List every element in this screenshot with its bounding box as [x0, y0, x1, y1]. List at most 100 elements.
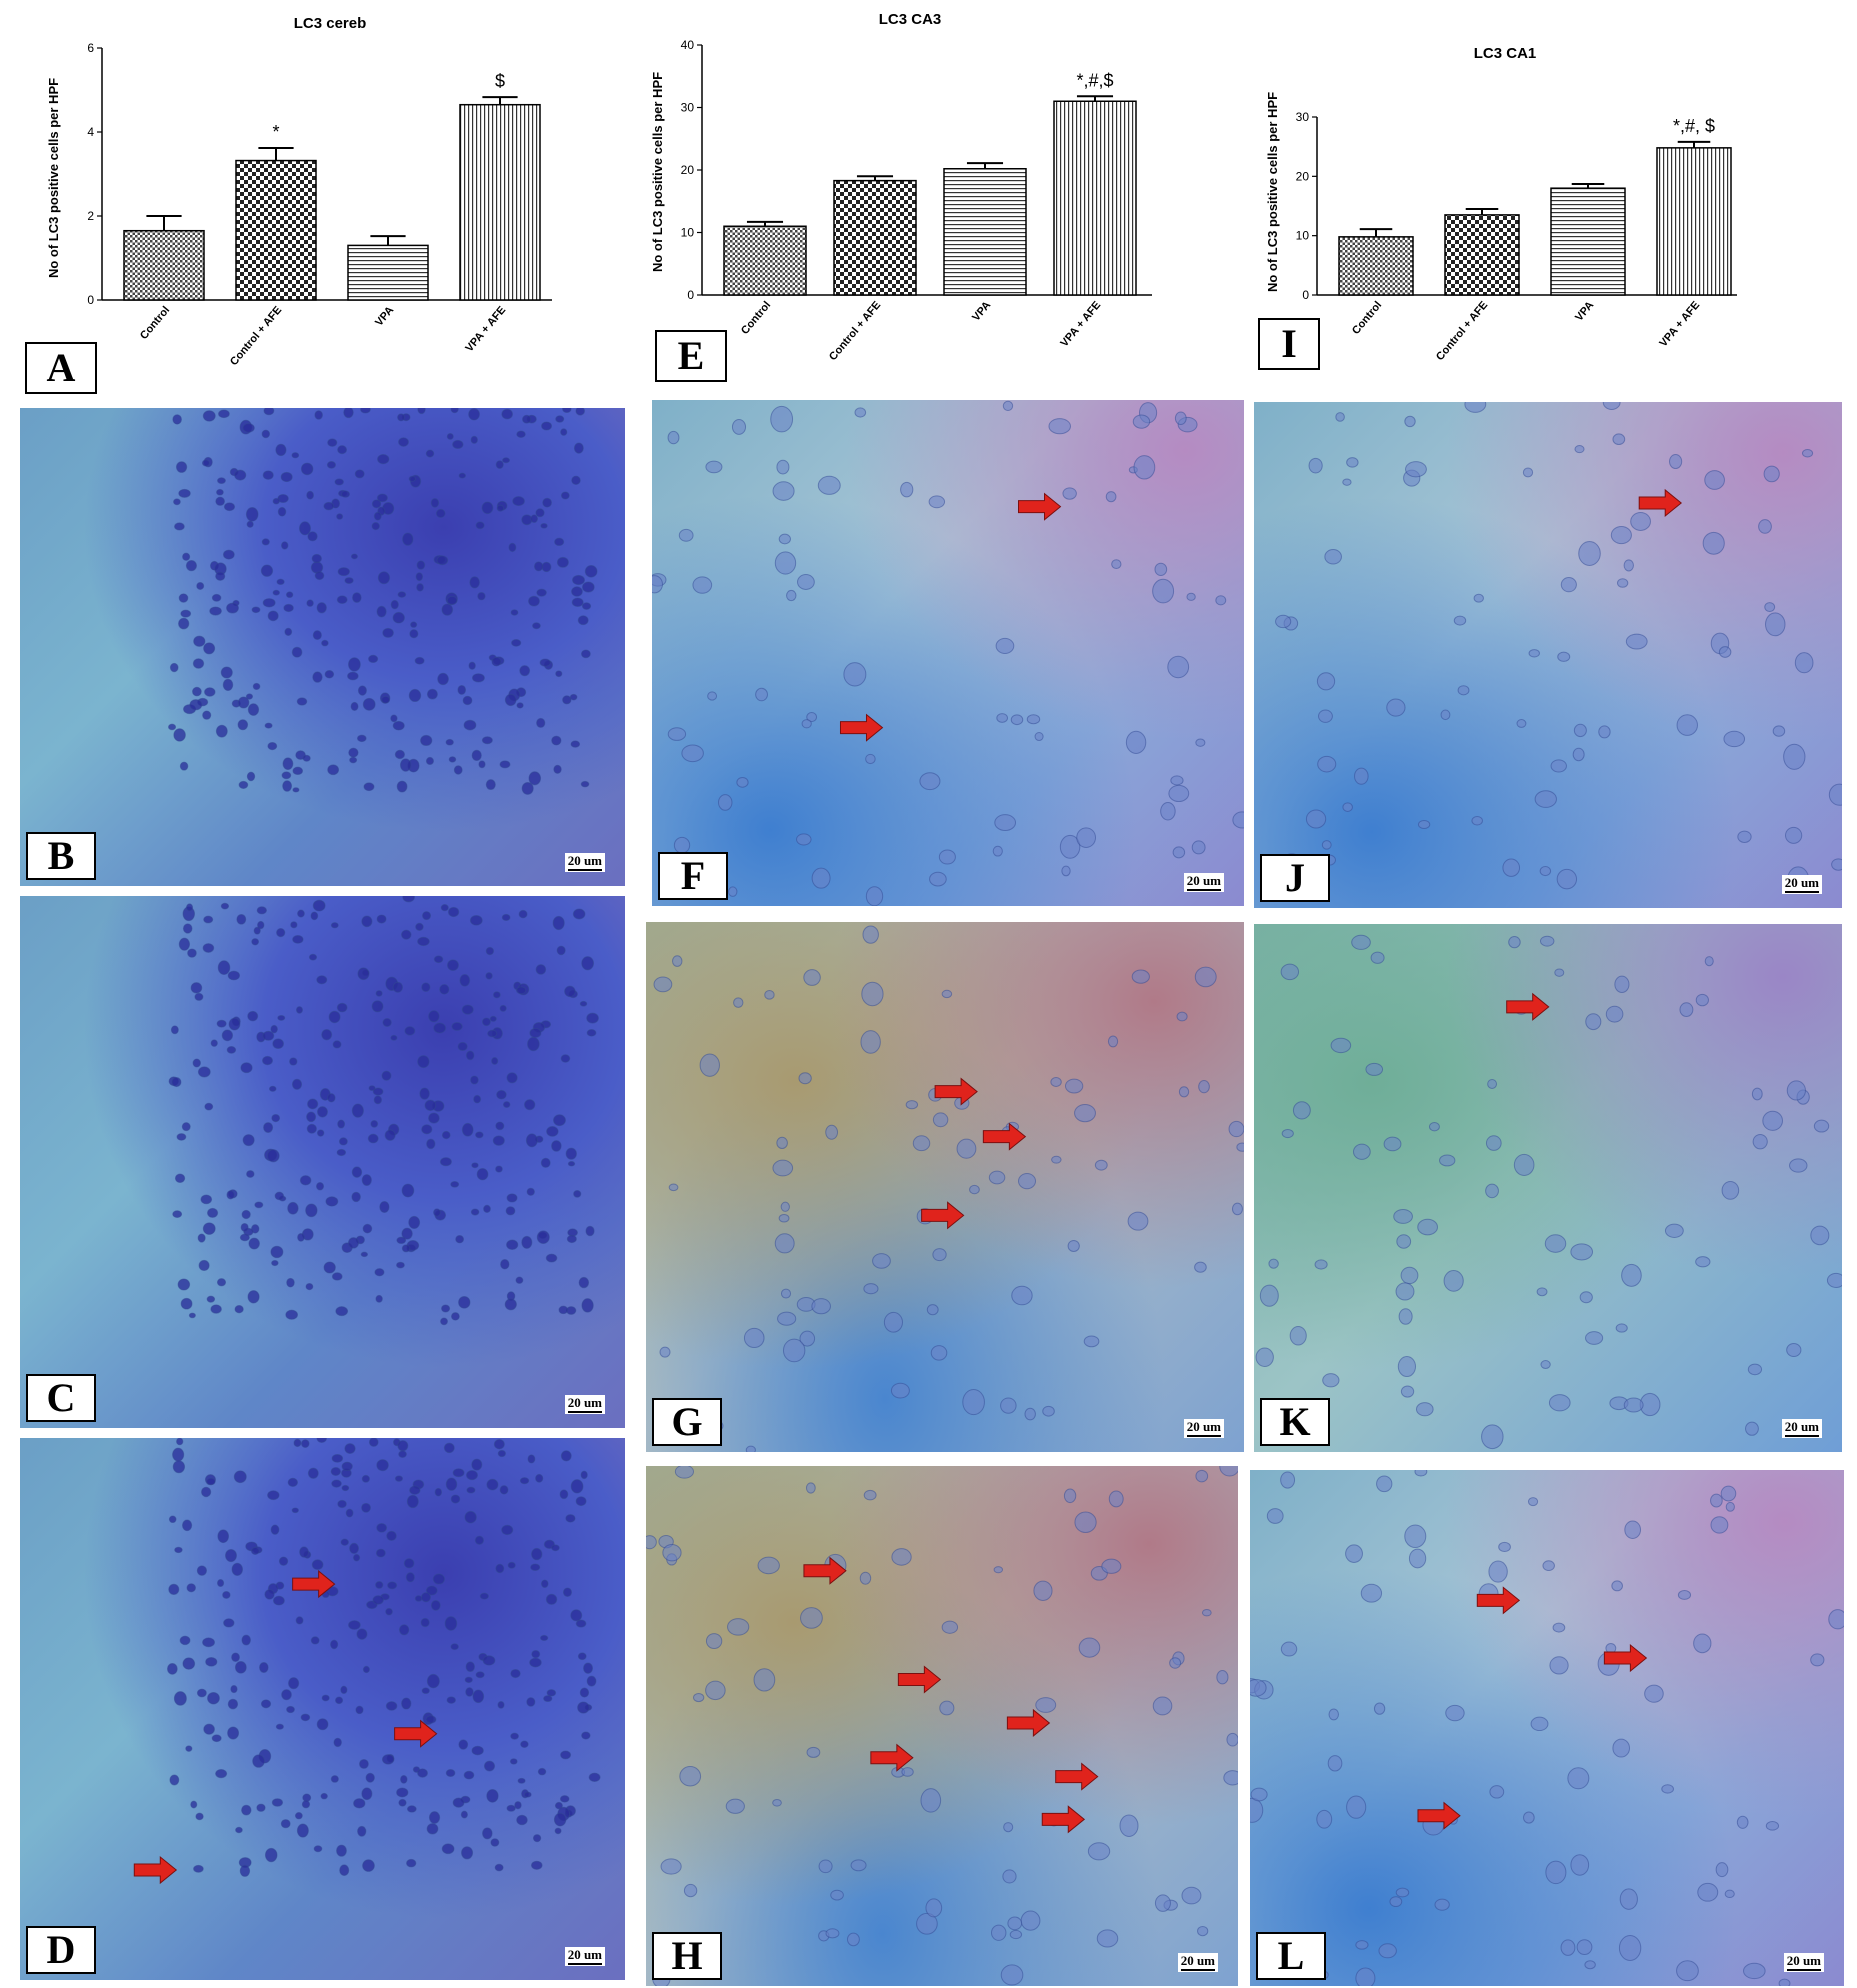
cell-nucleus	[469, 915, 483, 926]
cell-nucleus	[471, 749, 482, 762]
cell-nucleus	[1539, 935, 1555, 947]
cell-nucleus	[863, 1489, 877, 1501]
cell-nucleus	[683, 1883, 698, 1898]
cell-nucleus	[416, 560, 426, 570]
cell-nucleus	[291, 1507, 299, 1514]
micrograph-k: K 20 um	[1254, 924, 1842, 1452]
cell-nucleus	[1560, 1939, 1576, 1956]
cell-nucleus	[394, 749, 405, 760]
cell-nucleus	[394, 1475, 404, 1482]
cell-nucleus	[481, 1017, 491, 1027]
cell-nucleus	[256, 906, 267, 915]
cell-nucleus	[341, 1461, 353, 1472]
tissue-texture	[646, 1466, 1238, 1986]
cell-nucleus	[280, 1819, 291, 1829]
cell-nucleus	[1355, 1967, 1376, 1986]
cell-nucleus	[581, 1298, 594, 1313]
cell-nucleus	[248, 1237, 260, 1250]
cell-nucleus	[247, 1010, 259, 1022]
cell-nucleus	[560, 491, 570, 500]
cell-nucleus	[406, 1494, 419, 1509]
cell-nucleus	[401, 1183, 415, 1198]
cell-nucleus	[1554, 968, 1565, 977]
cell-nucleus	[311, 1559, 324, 1571]
cell-nucleus	[351, 1191, 361, 1203]
cell-nucleus	[227, 970, 241, 981]
cell-nucleus	[1676, 1960, 1699, 1982]
cell-nucleus	[1464, 402, 1487, 413]
cell-nucleus	[297, 1233, 305, 1242]
cell-nucleus	[290, 921, 298, 929]
cell-nucleus	[941, 989, 953, 999]
cell-nucleus	[261, 429, 271, 439]
cell-nucleus	[1498, 1541, 1511, 1553]
cell-nucleus	[811, 1298, 831, 1315]
cell-nucleus	[386, 1530, 397, 1541]
cell-nucleus	[375, 990, 383, 997]
cell-nucleus	[298, 521, 311, 536]
cell-nucleus	[727, 1618, 750, 1636]
cell-nucleus	[356, 1628, 368, 1640]
cell-nucleus	[218, 409, 230, 419]
cell-nucleus	[673, 836, 691, 854]
cell-nucleus	[330, 1467, 341, 1476]
cell-nucleus	[1167, 655, 1190, 679]
cell-nucleus	[499, 1485, 509, 1495]
cell-nucleus	[859, 1571, 872, 1585]
cell-nucleus	[285, 591, 294, 599]
cell-nucleus	[1002, 400, 1014, 412]
cell-nucleus	[241, 1634, 251, 1646]
cell-nucleus	[491, 656, 502, 667]
cell-nucleus	[217, 1529, 230, 1544]
bar	[1444, 214, 1520, 296]
cell-nucleus	[179, 761, 189, 771]
cell-nucleus	[1152, 1696, 1173, 1716]
cell-nucleus	[471, 673, 485, 683]
cell-nucleus	[1107, 1035, 1119, 1048]
cell-nucleus	[667, 430, 680, 445]
cell-nucleus	[571, 597, 584, 608]
micrograph-c: C 20 um	[20, 896, 625, 1428]
red-arrow-icon	[1055, 1762, 1099, 1791]
cell-nucleus	[399, 758, 412, 772]
cell-nucleus	[553, 1114, 566, 1127]
red-arrow-icon	[934, 1077, 978, 1106]
cell-nucleus	[261, 538, 270, 546]
cell-nucleus	[217, 477, 226, 485]
cell-nucleus	[417, 1055, 430, 1069]
cell-nucleus	[188, 1312, 196, 1319]
y-tick-label: 20	[1296, 169, 1310, 183]
cell-nucleus	[312, 899, 326, 912]
cell-nucleus	[528, 595, 540, 607]
cell-nucleus	[780, 1288, 792, 1299]
cell-nucleus	[453, 765, 463, 775]
cell-nucleus	[1324, 549, 1342, 565]
cell-nucleus	[1250, 1787, 1268, 1802]
cell-nucleus	[274, 1191, 285, 1201]
cell-nucleus	[1232, 811, 1244, 829]
cell-nucleus	[560, 1054, 571, 1063]
cell-nucleus	[962, 1388, 985, 1416]
cell-nucleus	[441, 1304, 451, 1313]
panel-letter-h: H	[652, 1932, 722, 1980]
cell-nucleus	[1266, 1508, 1284, 1524]
cell-nucleus	[850, 1859, 867, 1872]
cell-nucleus	[390, 599, 399, 610]
cell-nucleus	[419, 1087, 430, 1100]
cell-nucleus	[1335, 412, 1345, 422]
scale-bar: 20 um	[564, 853, 605, 872]
red-arrow-icon	[982, 1122, 1027, 1151]
cell-nucleus	[372, 1595, 384, 1605]
cell-nucleus	[202, 943, 215, 953]
cell-nucleus	[988, 1170, 1006, 1185]
cell-nucleus	[562, 695, 572, 705]
x-tick-label: Control + AFE	[1434, 299, 1490, 363]
cell-nucleus	[167, 1662, 178, 1675]
cell-nucleus	[267, 610, 279, 622]
cell-nucleus	[1481, 1424, 1504, 1450]
cell-nucleus	[1576, 1939, 1593, 1956]
cell-nucleus	[446, 595, 458, 605]
cell-nucleus	[537, 1767, 547, 1776]
cell-nucleus	[271, 1113, 281, 1123]
cell-nucleus	[278, 1556, 289, 1566]
